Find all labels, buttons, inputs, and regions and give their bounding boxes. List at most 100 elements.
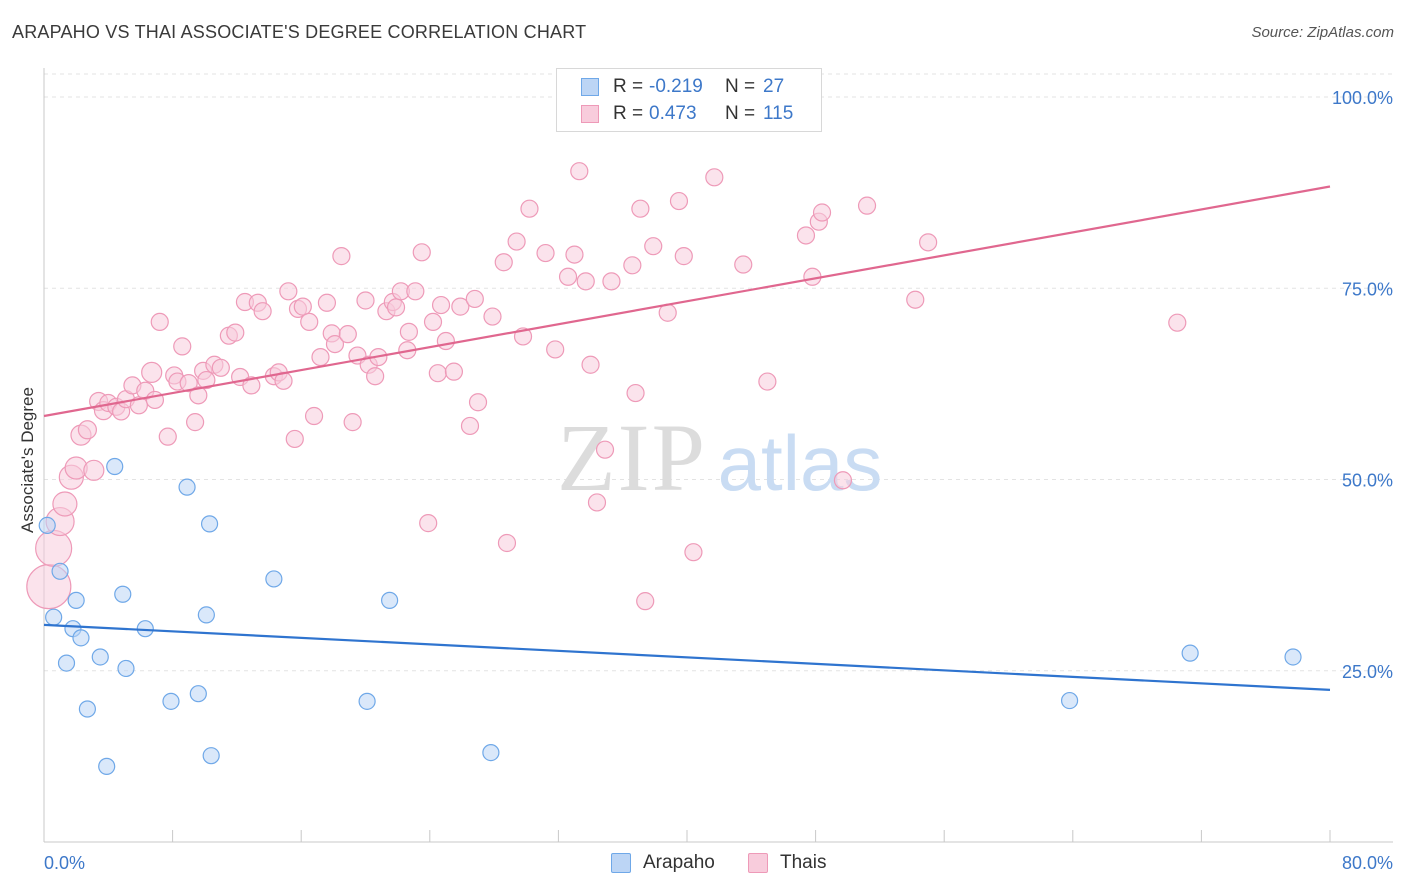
point-thais xyxy=(705,168,724,187)
legend-swatch-arapaho xyxy=(581,78,599,96)
point-thais xyxy=(386,298,406,317)
point-thais xyxy=(520,199,539,218)
point-thais xyxy=(173,337,192,356)
point-thais xyxy=(857,196,877,215)
legend-row-arapaho: R = -0.219 N = 27 xyxy=(581,75,784,99)
point-thais xyxy=(919,233,938,252)
point-thais xyxy=(293,297,312,316)
point-thais xyxy=(158,427,177,446)
point-arapaho xyxy=(381,591,399,609)
point-arapaho xyxy=(38,516,56,535)
x-tick-label-max: 80.0% xyxy=(1342,853,1393,873)
legend-swatch-thais xyxy=(748,853,768,873)
point-thais xyxy=(317,293,337,312)
point-thais xyxy=(758,372,777,391)
point-thais xyxy=(226,323,245,342)
point-arapaho xyxy=(45,608,63,626)
point-arapaho xyxy=(91,648,109,666)
point-thais xyxy=(406,282,425,301)
point-thais xyxy=(570,162,589,181)
x-tick-label-min: 0.0% xyxy=(44,853,85,873)
point-thais xyxy=(343,413,362,432)
legend-swatch-arapaho xyxy=(611,853,631,873)
trend-lines xyxy=(43,185,1331,691)
point-thais xyxy=(366,367,385,386)
point-thais xyxy=(1168,313,1187,332)
point-arapaho xyxy=(189,685,207,703)
point-arapaho xyxy=(1181,644,1199,662)
point-thais xyxy=(626,383,645,403)
y-tick-label: 75.0% xyxy=(1342,279,1393,299)
point-thais xyxy=(431,295,451,315)
point-thais xyxy=(812,203,832,222)
point-thais xyxy=(833,471,853,490)
trend-line-arapaho xyxy=(43,623,1331,691)
legend-label-thais: Thais xyxy=(780,852,827,873)
legend-n-value: 27 xyxy=(763,76,785,97)
series-legend: Arapaho Thais xyxy=(0,852,1406,876)
watermark-zip: ZIP xyxy=(557,404,707,511)
point-thais xyxy=(565,245,584,264)
y-tick-label: 50.0% xyxy=(1342,471,1393,491)
point-thais xyxy=(674,247,693,266)
point-arapaho xyxy=(67,591,85,609)
point-thais xyxy=(436,331,455,351)
point-thais xyxy=(186,413,205,432)
point-thais xyxy=(52,491,78,517)
point-thais xyxy=(197,370,216,390)
point-arapaho xyxy=(482,744,500,762)
point-arapaho xyxy=(358,692,376,710)
correlation-legend: R = -0.219 N = 27 R = 0.473 N = 115 xyxy=(556,68,822,132)
point-thais xyxy=(451,297,470,316)
point-thais xyxy=(796,226,816,245)
y-tick-label: 100.0% xyxy=(1332,88,1393,108)
point-arapaho xyxy=(178,478,196,496)
point-arapaho xyxy=(197,606,215,624)
point-thais xyxy=(242,376,261,395)
series-arapaho-points xyxy=(38,457,1302,775)
point-arapaho xyxy=(1284,648,1302,666)
watermark: ZIP atlas xyxy=(557,404,882,511)
point-thais xyxy=(412,243,431,262)
point-thais xyxy=(684,543,703,562)
point-thais xyxy=(444,362,464,381)
point-thais xyxy=(35,529,73,567)
point-thais xyxy=(253,302,272,321)
point-arapaho xyxy=(1060,691,1079,710)
point-thais xyxy=(460,416,480,436)
point-arapaho xyxy=(162,692,180,710)
point-thais xyxy=(419,514,438,533)
point-thais xyxy=(211,358,230,377)
legend-item-thais[interactable]: Thais xyxy=(748,852,826,874)
trend-line-thais xyxy=(43,185,1331,418)
point-thais xyxy=(356,291,375,310)
point-thais xyxy=(546,340,565,359)
point-arapaho xyxy=(114,585,132,603)
tick-labels: 25.0% 50.0% 75.0% 100.0% 0.0% 80.0% xyxy=(44,88,1393,873)
legend-n-label: N = xyxy=(725,103,756,124)
point-thais xyxy=(465,289,484,309)
legend-item-arapaho[interactable]: Arapaho xyxy=(611,852,715,874)
point-thais xyxy=(468,393,488,412)
point-arapaho xyxy=(202,747,220,765)
point-thais xyxy=(423,312,443,332)
chart-title: ARAPAHO VS THAI ASSOCIATE'S DEGREE CORRE… xyxy=(12,22,587,42)
axes xyxy=(43,68,1393,843)
point-thais xyxy=(558,267,578,286)
legend-label-arapaho: Arapaho xyxy=(643,852,715,873)
legend-n-label: N = xyxy=(725,76,756,97)
y-tick-label: 25.0% xyxy=(1342,662,1393,682)
point-thais xyxy=(428,364,447,383)
legend-r-value: 0.473 xyxy=(649,103,697,124)
legend-n-value: 115 xyxy=(763,103,794,124)
point-arapaho xyxy=(265,570,283,588)
point-thais xyxy=(631,199,650,218)
point-thais xyxy=(494,253,513,272)
point-thais xyxy=(507,232,526,251)
point-thais xyxy=(483,307,502,326)
point-arapaho xyxy=(106,457,124,476)
point-arapaho xyxy=(200,515,219,533)
legend-swatch-thais xyxy=(581,105,599,123)
point-thais xyxy=(581,355,600,374)
legend-r-label: R = xyxy=(613,103,644,124)
